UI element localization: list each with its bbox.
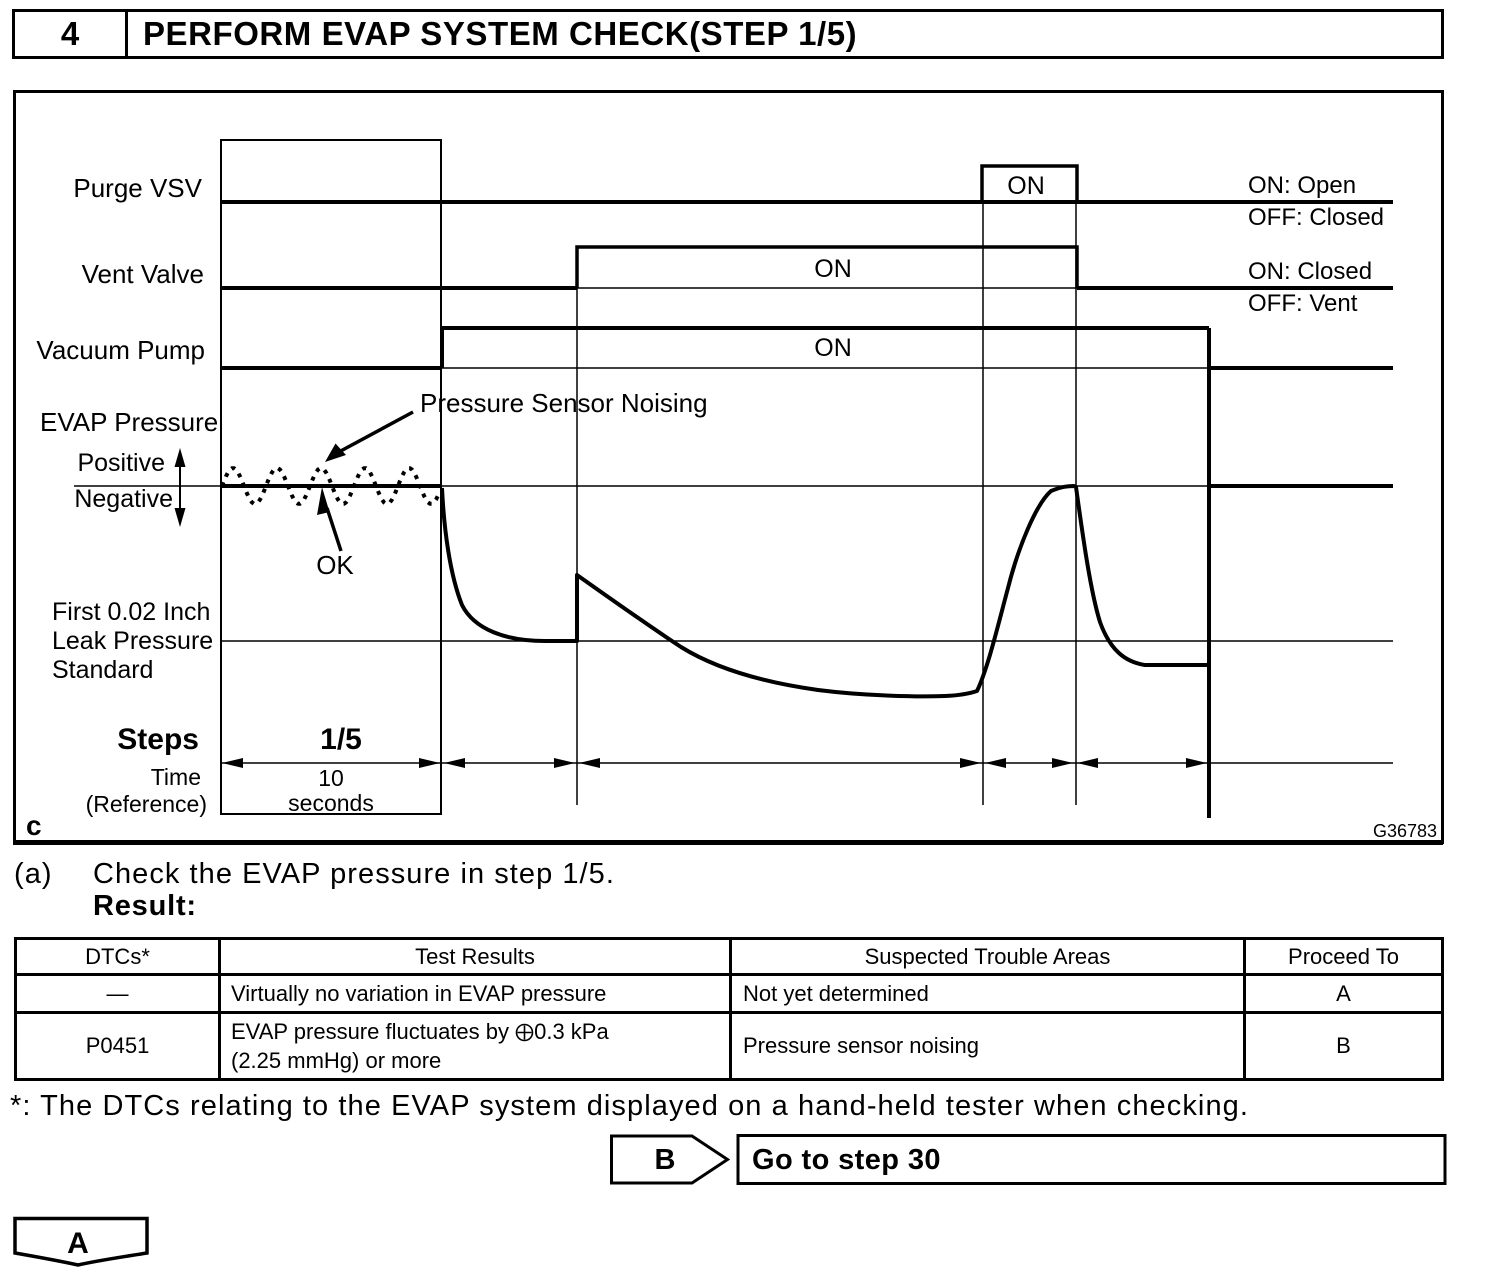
svg-text:OK: OK	[316, 550, 354, 580]
svg-text:seconds: seconds	[288, 790, 374, 816]
svg-text:10: 10	[318, 765, 344, 791]
svg-text:c: c	[26, 810, 42, 841]
svg-text:First 0.02 Inch: First 0.02 Inch	[52, 598, 210, 626]
svg-text:Leak Pressure: Leak Pressure	[52, 627, 213, 655]
svg-text:OFF: Closed: OFF: Closed	[1248, 204, 1384, 231]
svg-text:ON: ON	[814, 334, 852, 362]
svg-text:G36783: G36783	[1373, 821, 1437, 841]
svg-text:ON: Open: ON: Open	[1248, 172, 1356, 199]
svg-text:1/5: 1/5	[320, 723, 362, 756]
svg-text:OFF: Vent: OFF: Vent	[1248, 290, 1358, 317]
svg-text:Purge VSV: Purge VSV	[73, 173, 202, 203]
svg-text:Time: Time	[151, 764, 201, 790]
svg-text:Pressure Sensor Noising: Pressure Sensor Noising	[420, 388, 708, 418]
svg-text:Go to step 30: Go to step 30	[752, 1144, 941, 1176]
svg-text:EVAP Pressure: EVAP Pressure	[40, 407, 218, 437]
svg-text:A: A	[67, 1227, 89, 1260]
svg-text:Positive: Positive	[77, 449, 165, 477]
svg-text:Negative: Negative	[74, 485, 173, 513]
svg-text:ON: ON	[1007, 172, 1045, 200]
svg-text:Standard: Standard	[52, 656, 153, 684]
svg-text:Steps: Steps	[117, 723, 199, 756]
svg-text:B: B	[655, 1144, 676, 1176]
svg-text:Vacuum Pump: Vacuum Pump	[36, 335, 205, 365]
svg-text:ON: ON	[814, 255, 852, 283]
svg-text:Vent Valve: Vent Valve	[82, 259, 204, 289]
svg-text:ON: Closed: ON: Closed	[1248, 258, 1372, 285]
svg-text:(Reference): (Reference)	[86, 791, 207, 817]
